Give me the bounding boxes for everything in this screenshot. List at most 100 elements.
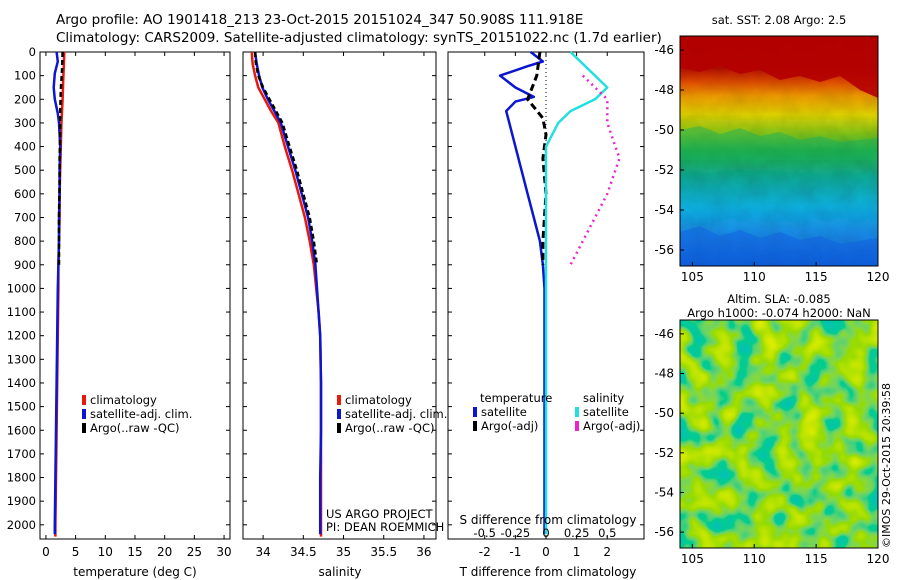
y-tick-label: 1400: [7, 376, 36, 390]
sst-mid-region: [680, 126, 878, 160]
map-x-tick-label: 120: [867, 552, 890, 566]
map-y-tick-label: -46: [654, 327, 674, 341]
legend-label-temp-satellite: satellite: [481, 405, 527, 419]
map-y-tick-label: -54: [654, 485, 674, 499]
legend-swatch-temp-argo: [473, 421, 477, 431]
legend-swatch-temp-satellite: [473, 407, 477, 417]
y-tick-label: 1600: [7, 423, 36, 437]
map-y-tick-label: -50: [654, 123, 674, 137]
sla-heatmap: [680, 320, 878, 548]
sst-map-panel: sat. SST: 2.08 Argo: 2.5 105 110 115 120 -46…: [654, 13, 889, 284]
y-tick-label: 1900: [7, 494, 36, 508]
y-tick-label: 100: [14, 69, 36, 83]
legend-label-sal-satellite: satellite: [583, 405, 629, 419]
map-y-tick-label: -56: [654, 243, 674, 257]
y-tick-label: 400: [14, 140, 36, 154]
map-y-tick-label: -52: [654, 446, 674, 460]
map-y-tick-label: -48: [654, 83, 674, 97]
sla-map-panel: Altim. SLA: -0.085 Argo h1000: -0.074 h2…: [654, 292, 893, 566]
title-line-1: Argo profile: AO 1901418_213 23-Oct-2015…: [56, 12, 584, 28]
legend-swatch-sal-satellite: [575, 407, 579, 417]
legend-label-climatology: climatology: [90, 393, 157, 407]
map-x-tick-label: 120: [867, 270, 890, 284]
legend-swatch-argo: [337, 423, 341, 433]
x-tick-label: 35: [336, 545, 351, 559]
x-tick-label: -1: [509, 545, 521, 559]
salinity-axes-frame: [242, 51, 437, 540]
salinity-legend: climatology satellite-adj. clim. Argo(..…: [337, 393, 447, 435]
x-tick-label: 34.5: [290, 545, 317, 559]
series-line-salinity-satellite: [544, 51, 609, 535]
difference-xlabel: T difference from climatology: [459, 565, 637, 579]
salinity-xlabel: salinity: [318, 565, 361, 579]
legend-label-temp-argo: Argo(-adj): [481, 419, 538, 433]
legend-label-climatology: climatology: [345, 393, 412, 407]
top-x-tick-label: 0: [542, 526, 549, 540]
credit-project: US ARGO PROJECT: [326, 507, 434, 521]
x-tick-label: 30: [216, 545, 231, 559]
x-tick-label: -2: [479, 545, 491, 559]
x-tick-label: 0: [42, 545, 50, 559]
x-tick-label: 35.5: [370, 545, 397, 559]
series-line-temperature-satellite: [498, 51, 546, 535]
credit-pi: PI: DEAN ROEMMICH: [326, 520, 444, 534]
temperature-legend: climatology satellite-adj. clim. Argo(..…: [82, 393, 192, 435]
y-tick-label: 800: [14, 234, 36, 248]
map-y-tick-label: -50: [654, 406, 674, 420]
y-tick-label: 300: [14, 116, 36, 130]
legend-swatch-climatology: [337, 395, 341, 405]
y-tick-label: 2000: [7, 518, 36, 532]
y-tick-label: 600: [14, 187, 36, 201]
map-y-tick-label: -56: [654, 525, 674, 539]
top-x-tick-label: 0.5: [598, 526, 616, 540]
legend-label-argo: Argo(..raw -QC): [90, 421, 180, 435]
map-x-tick-label: 115: [805, 552, 828, 566]
y-tick-label: 900: [14, 258, 36, 272]
x-tick-label: 5: [72, 545, 80, 559]
y-tick-label: 1700: [7, 447, 36, 461]
top-x-tick-label: -0.5: [474, 526, 496, 540]
temperature-xlabel: temperature (deg C): [73, 565, 196, 579]
y-tick-label: 1000: [7, 281, 36, 295]
x-tick-label: 36: [416, 545, 431, 559]
map-x-tick-label: 110: [743, 270, 766, 284]
top-x-tick-label: 0.25: [564, 526, 590, 540]
map-y-tick-label: -52: [654, 163, 674, 177]
y-tick-label: 1300: [7, 352, 36, 366]
legend-label-argo: Argo(..raw -QC): [345, 421, 435, 435]
legend-label-satellite: satellite-adj. clim.: [345, 407, 447, 421]
sst-cold-region: [680, 226, 878, 266]
legend-swatch-satellite: [82, 409, 86, 419]
x-tick-label: 34: [255, 545, 270, 559]
sla-map-title: Altim. SLA: -0.085: [727, 292, 831, 306]
map-x-tick-label: 105: [681, 552, 704, 566]
sst-warm-region: [680, 36, 878, 98]
legend-title-salinity: salinity: [583, 391, 624, 405]
y-tick-label: 1500: [7, 400, 36, 414]
x-tick-label: 2: [603, 545, 611, 559]
temperature-panel: 0 5 10 15 20 25 300100200300400500600700800900…: [7, 45, 232, 579]
legend-swatch-argo: [82, 423, 86, 433]
title-line-2: Climatology: CARS2009. Satellite-adjuste…: [56, 30, 662, 46]
y-tick-label: 500: [14, 163, 36, 177]
map-y-tick-label: -48: [654, 367, 674, 381]
map-x-tick-label: 115: [805, 270, 828, 284]
legend-swatch-climatology: [82, 395, 86, 405]
legend-swatch-satellite: [337, 409, 341, 419]
difference-top-xlabel: S difference from climatology: [460, 513, 637, 527]
sla-map-frame: [679, 319, 879, 549]
x-tick-label: 10: [98, 545, 113, 559]
y-tick-label: 1800: [7, 471, 36, 485]
difference-legend: temperature salinity satellite Argo(-adj…: [473, 391, 640, 433]
y-tick-label: 1200: [7, 329, 36, 343]
y-tick-label: 1100: [7, 305, 36, 319]
legend-swatch-sal-argo: [575, 421, 579, 431]
sla-map-subtitle: Argo h1000: -0.074 h2000: NaN: [687, 306, 871, 320]
imos-stamp: ©IMOS 29-Oct-2015 20:39:58: [880, 383, 893, 548]
temperature-axes-frame: [39, 51, 231, 540]
salinity-panel: 34 34.5 35 35.5 36 salinity climatology sate…: [242, 51, 447, 579]
top-x-tick-label: -0.25: [500, 526, 530, 540]
map-x-tick-label: 105: [681, 270, 704, 284]
legend-label-sal-argo: Argo(-adj): [583, 419, 640, 433]
sst-map-title: sat. SST: 2.08 Argo: 2.5: [712, 13, 847, 27]
